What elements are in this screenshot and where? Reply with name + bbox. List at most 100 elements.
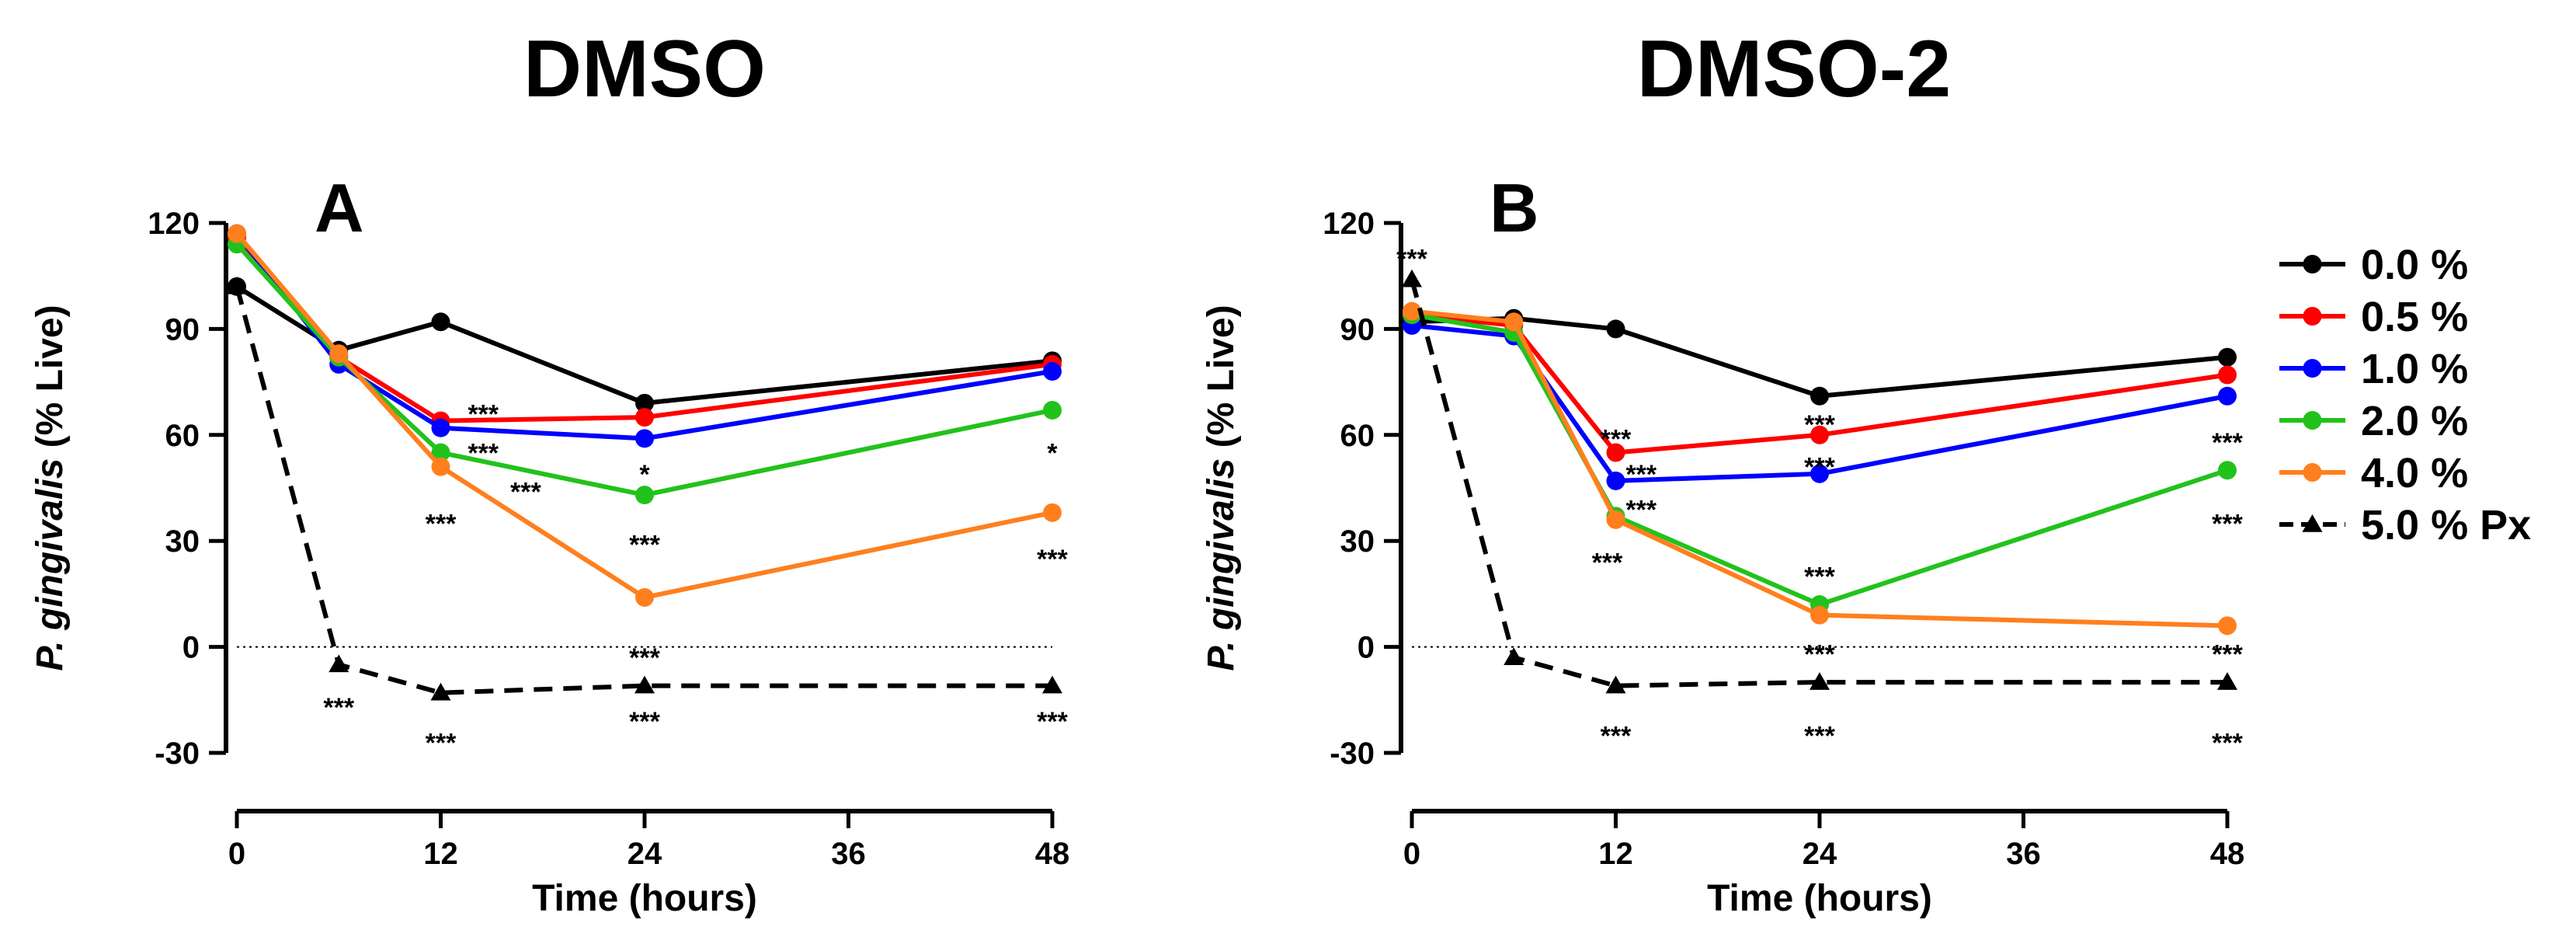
- x-tick-label: 12: [1598, 837, 1633, 871]
- data-point: [2218, 347, 2237, 367]
- significance-label: ***: [468, 400, 499, 430]
- y-axis-title-unit: (% Live): [30, 305, 71, 458]
- significance-label: ***: [1804, 721, 1835, 751]
- legend-item: 0.0 %: [2279, 242, 2468, 288]
- legend-label: 1.0 %: [2361, 346, 2468, 392]
- data-point: [1504, 312, 1524, 332]
- significance-label: ***: [1804, 640, 1835, 670]
- significance-label: ***: [323, 693, 354, 723]
- y-tick-label: 90: [165, 312, 200, 347]
- chart-panel-a: -30 0 30 60 90 120 0 12 24 36 48 Time (hours) P. gin…: [30, 169, 1069, 919]
- x-tick-label: 48: [2210, 837, 2245, 871]
- data-point: [2217, 672, 2237, 690]
- legend-marker: [2303, 359, 2322, 378]
- significance-label: ***: [1804, 410, 1835, 440]
- series-4-0: [228, 224, 1062, 607]
- significance-label: ***: [1601, 424, 1632, 454]
- y-tick-label: -30: [1330, 737, 1375, 771]
- x-tick-label: 36: [2006, 837, 2041, 871]
- data-point: [1809, 672, 1830, 690]
- x-axis-title: Time (hours): [1707, 878, 1932, 919]
- data-point: [1403, 301, 1421, 321]
- panel-title-dmso: DMSO: [523, 24, 766, 114]
- y-axis-title: P. gingivalis (% Live): [1201, 305, 1242, 671]
- y-axis-title-species: P. gingivalis: [1201, 458, 1242, 671]
- chart-panel-b: -30 0 30 60 90 120 0 12 24 36 48 Time (hours) P. gin…: [1201, 169, 2244, 919]
- significance-label: ***: [426, 728, 457, 758]
- significance-label: ***: [1625, 495, 1656, 524]
- y-axis-title-unit: (% Live): [1201, 305, 1242, 458]
- data-point: [1810, 386, 1829, 406]
- panel-letter: A: [315, 169, 364, 246]
- x-tick-label: 24: [627, 837, 662, 871]
- x-tick-label: 0: [1403, 837, 1420, 871]
- significance-label: ***: [2212, 728, 2243, 758]
- y-tick-label: 0: [183, 631, 200, 665]
- y-tick-label: 90: [1340, 312, 1375, 347]
- series-line: [235, 284, 1053, 406]
- data-point: [1606, 319, 1625, 339]
- legend-label: 0.5 %: [2361, 294, 2468, 340]
- data-point: [431, 443, 450, 462]
- legend-label: 5.0 % Px: [2361, 502, 2531, 549]
- data-point: [1606, 443, 1625, 462]
- data-point: [635, 587, 654, 607]
- data-point: [2218, 386, 2237, 406]
- significance-label: ***: [1396, 244, 1427, 273]
- data-point: [1810, 425, 1829, 444]
- y-tick-label: 60: [1340, 419, 1375, 453]
- data-point: [1043, 400, 1062, 420]
- x-tick-label: 48: [1035, 837, 1070, 871]
- significance-label: ***: [629, 707, 660, 737]
- significance-label: *: [639, 460, 650, 489]
- data-point: [1504, 647, 1524, 665]
- y-tick-label: -30: [155, 737, 200, 771]
- data-point: [1043, 503, 1062, 522]
- data-point: [1606, 510, 1625, 529]
- data-point: [431, 418, 450, 437]
- data-point: [2218, 616, 2237, 636]
- legend-marker: [2303, 463, 2322, 482]
- series-5-0-px: [1402, 269, 2237, 694]
- series-line: [1410, 278, 2227, 688]
- x-tick-label: 36: [831, 837, 866, 871]
- y-axis-title-species: P. gingivalis: [30, 458, 71, 671]
- data-point: [2218, 461, 2237, 480]
- legend-item: 5.0 % Px: [2279, 502, 2531, 549]
- legend-item: 0.5 %: [2279, 294, 2468, 340]
- legend-item: 4.0 %: [2279, 450, 2468, 496]
- series-line: [235, 286, 1052, 695]
- data-point: [329, 654, 349, 673]
- data-point: [635, 486, 654, 505]
- legend: 0.0 % 0.5 % 1.0 % 2.0 % 4.0 % 5.0 % Px: [2279, 242, 2531, 549]
- significance-label: ***: [1625, 460, 1656, 489]
- legend-item: 1.0 %: [2279, 346, 2468, 392]
- significance-label: ***: [2212, 428, 2243, 458]
- data-point: [1605, 675, 1626, 694]
- panel-letter: B: [1490, 169, 1539, 246]
- y-tick-label: 60: [165, 419, 200, 453]
- legend-item: 2.0 %: [2279, 398, 2468, 444]
- data-point: [430, 682, 451, 701]
- significance-label: ***: [629, 643, 660, 673]
- data-point: [634, 675, 655, 694]
- significance-label: ***: [468, 439, 499, 469]
- legend-marker: [2302, 514, 2323, 532]
- significance-label: ***: [1804, 563, 1835, 592]
- y-tick-label: 120: [1323, 207, 1375, 241]
- data-point: [1042, 675, 1062, 694]
- data-point: [329, 344, 349, 364]
- significance-label: ***: [2212, 509, 2243, 538]
- data-point: [227, 276, 247, 294]
- data-point: [635, 393, 654, 413]
- y-tick-label: 30: [1340, 524, 1375, 559]
- significance-label: ***: [2212, 640, 2243, 670]
- legend-marker: [2303, 411, 2322, 430]
- series-1-0: [1403, 315, 2237, 490]
- data-point: [228, 224, 246, 243]
- x-axis-title: Time (hours): [532, 878, 757, 919]
- data-point: [1606, 471, 1625, 490]
- data-point: [1043, 361, 1062, 381]
- significance-label: ***: [1804, 453, 1835, 482]
